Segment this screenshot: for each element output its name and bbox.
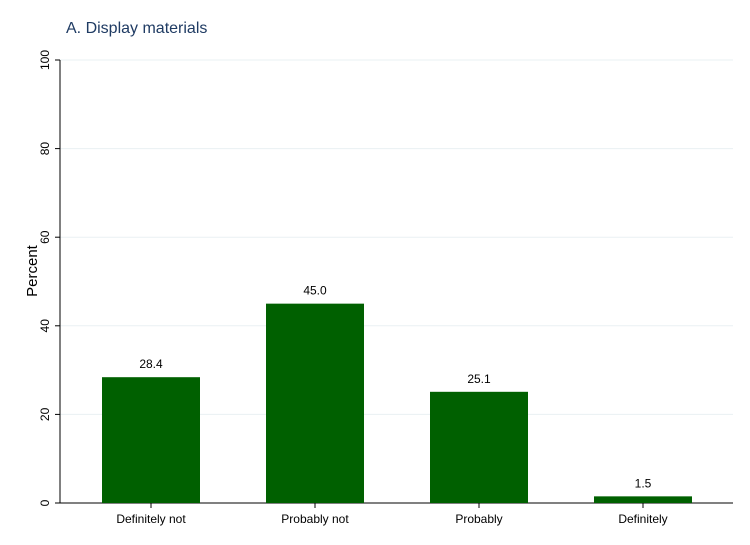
y-tick-label: 80 bbox=[38, 142, 52, 156]
value-labels: 28.4 45.0 25.1 1.5 bbox=[139, 284, 651, 491]
x-tick-label: Probably not bbox=[281, 512, 349, 526]
x-tick-label: Probably bbox=[455, 512, 502, 526]
y-tick-label: 100 bbox=[38, 50, 52, 70]
bar-value-label: 45.0 bbox=[303, 284, 327, 298]
bar bbox=[102, 377, 200, 503]
bars bbox=[102, 303, 692, 503]
x-tick-label: Definitely bbox=[618, 512, 667, 526]
bar bbox=[594, 496, 692, 503]
bar-value-label: 25.1 bbox=[467, 372, 491, 386]
x-tick-label: Definitely not bbox=[116, 512, 186, 526]
y-tick-label: 0 bbox=[38, 499, 52, 506]
y-tick-label: 20 bbox=[38, 407, 52, 421]
chart-title: A. Display materials bbox=[66, 20, 208, 37]
bar bbox=[266, 303, 364, 503]
bar bbox=[430, 391, 528, 503]
bar-value-label: 1.5 bbox=[635, 476, 652, 490]
x-tick-labels: Definitely not Probably not Probably Defini… bbox=[116, 512, 667, 526]
grid-lines bbox=[60, 59, 733, 415]
bar-value-label: 28.4 bbox=[139, 357, 163, 371]
y-axis-title: Percent bbox=[24, 244, 41, 297]
y-tick-labels: 0 20 40 60 80 100 bbox=[38, 50, 52, 507]
y-tick-label: 40 bbox=[38, 319, 52, 333]
y-tick-label: 60 bbox=[38, 230, 52, 244]
